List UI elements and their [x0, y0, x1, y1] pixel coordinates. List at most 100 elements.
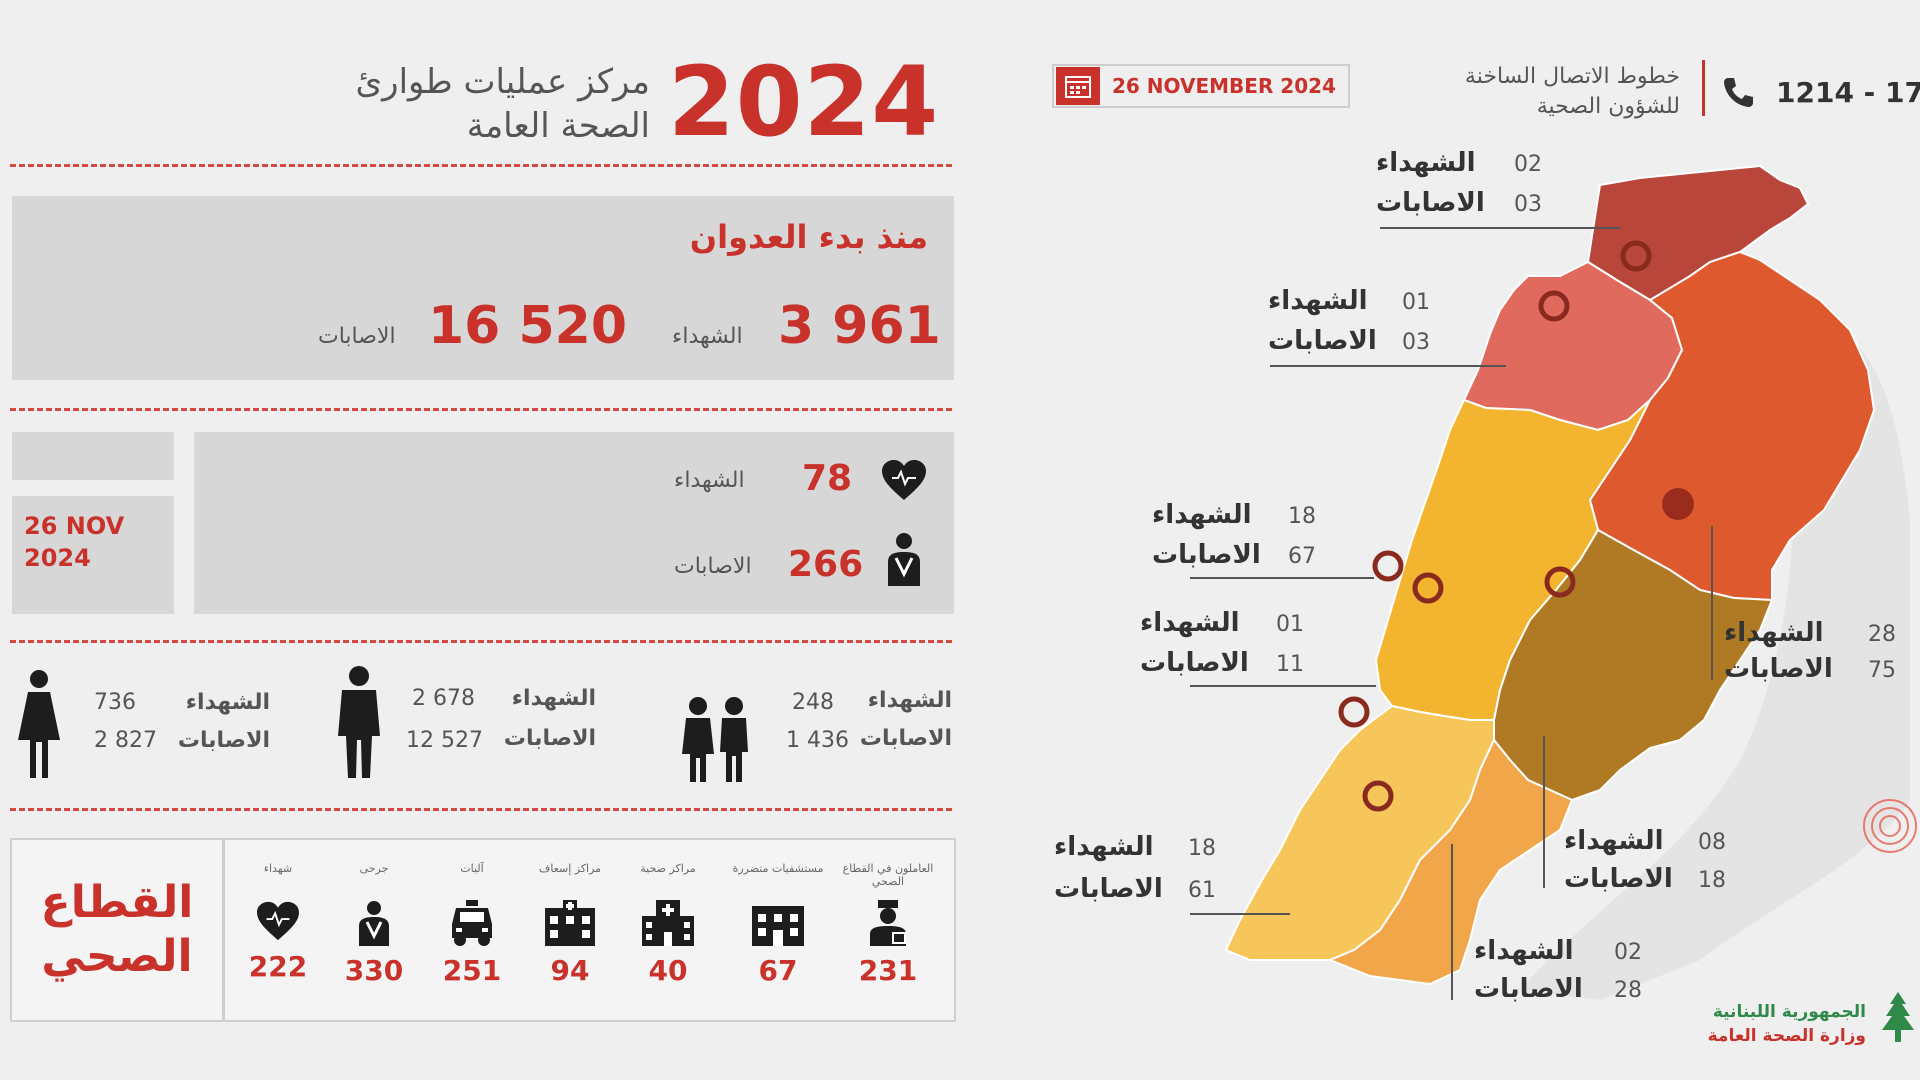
sector-item-caption: مراكز صحية: [640, 862, 696, 875]
divider-2: [10, 408, 952, 411]
north-deaths: 01: [1402, 290, 1430, 315]
today-date: 26 NOV 2024: [24, 510, 124, 574]
north-deaths-label: الشهداء: [1268, 286, 1368, 316]
hotline-label-line2: للشؤون الصحية: [1536, 94, 1680, 119]
ministry-line1: الجمهورية اللبنانية: [1712, 1002, 1866, 1022]
south-injuries: 61: [1188, 878, 1216, 903]
bekaa-deaths: 08: [1698, 830, 1726, 855]
health-center-icon: [642, 900, 694, 946]
divider-3: [10, 640, 952, 643]
beirut-injuries: 11: [1276, 652, 1304, 677]
hotline-label-line1: خطوط الاتصال الساخنة: [1464, 64, 1680, 89]
region-bekaa: [1493, 528, 1774, 802]
ops-center-title-line1: مركز عمليات طوارئ: [355, 62, 650, 102]
south-deaths-label: الشهداء: [1054, 832, 1154, 862]
total-injuries-label: الاصابات: [318, 324, 396, 349]
today-date-top-panel: [12, 432, 174, 480]
men-deaths-value: 2 678: [412, 686, 475, 711]
nabatieh-deaths: 02: [1614, 940, 1642, 965]
sector-item-caption: جرحى: [359, 862, 389, 875]
children-deaths-label: الشهداء: [867, 688, 952, 713]
today-date-line2: 2024: [24, 544, 91, 572]
mount-deaths: 18: [1288, 504, 1316, 529]
marker-mount-1: [1372, 550, 1404, 582]
total-deaths-value: 3 961: [778, 296, 941, 356]
marker-bekaa: [1544, 566, 1576, 598]
target-icon: [1863, 799, 1917, 853]
health-sector-panel: القطاع الصحي العاملون في القطاع الصحي 23…: [10, 838, 956, 1022]
heart-icon: [255, 900, 301, 942]
ops-center-title-line2: الصحة العامة: [466, 106, 650, 146]
marker-north: [1538, 290, 1570, 322]
sector-item-value: 94: [550, 954, 590, 987]
ministry-name: الجمهورية اللبنانية وزارة الصحة العامة: [1640, 1000, 1866, 1048]
baalbek-deaths-label: الشهداء: [1724, 618, 1824, 648]
women-deaths-label: الشهداء: [185, 690, 270, 715]
sector-item-vehicles: آليات 251: [426, 862, 518, 987]
today-date-line1: 26 NOV: [24, 512, 125, 540]
sector-item-value: 330: [344, 954, 404, 987]
baalbek-injuries: 75: [1868, 658, 1896, 683]
hotline-divider: [1702, 60, 1705, 116]
phone-icon: [1720, 74, 1756, 110]
hospital-icon: [752, 900, 804, 946]
sector-item-caption: مراكز إسعاف: [538, 862, 602, 875]
children-injuries-label: الاصابات: [859, 726, 952, 751]
woman-icon: [14, 670, 64, 780]
total-injuries-value: 16 520: [428, 296, 628, 356]
sector-item-caption: العاملون في القطاع الصحي: [842, 862, 934, 888]
injured-person-icon: [356, 900, 392, 946]
marker-baalbek: [1662, 488, 1694, 520]
mount-deaths-label: الشهداء: [1152, 500, 1252, 530]
health-sector-title-line2: الصحي: [41, 931, 193, 982]
lebanon-map: [1190, 164, 1917, 1000]
ambulance-center-icon: [545, 900, 595, 946]
marker-south: [1362, 780, 1394, 812]
akkar-injuries: 03: [1514, 192, 1542, 217]
sector-item-caption: مستشفيات متضررة: [732, 862, 824, 875]
mount-injuries-label: الاصابات: [1152, 540, 1261, 570]
ministry-line2: وزارة الصحة العامة: [1707, 1026, 1866, 1046]
health-worker-icon: [866, 900, 910, 946]
akkar-deaths-label: الشهداء: [1376, 148, 1476, 178]
nabatieh-deaths-label: الشهداء: [1474, 936, 1574, 966]
year-title: 2024: [668, 46, 940, 158]
children-injuries-value: 1 436: [786, 728, 849, 753]
marker-akkar: [1620, 240, 1652, 272]
sector-item-value: 251: [442, 954, 502, 987]
north-injuries-label: الاصابات: [1268, 326, 1377, 356]
heart-icon: [880, 458, 928, 502]
children-deaths-value: 248: [792, 690, 834, 715]
north-injuries: 03: [1402, 330, 1430, 355]
women-injuries-value: 2 827: [94, 728, 157, 753]
mount-injuries: 67: [1288, 544, 1316, 569]
sector-item-ambulance-centers: مراكز إسعاف 94: [524, 862, 616, 987]
today-injuries-label: الاصابات: [674, 554, 752, 579]
sector-item-value: 40: [648, 954, 688, 987]
sector-item-value: 67: [758, 954, 798, 987]
beirut-injuries-label: الاصابات: [1140, 648, 1249, 678]
hotline-numbers[interactable]: 1214 - 178: [1776, 76, 1920, 109]
nabatieh-injuries-label: الاصابات: [1474, 974, 1583, 1004]
bekaa-injuries: 18: [1698, 868, 1726, 893]
bekaa-deaths-label: الشهداء: [1564, 826, 1664, 856]
injured-person-icon: [884, 532, 924, 588]
men-injuries-label: الاصابات: [503, 726, 596, 751]
ops-center-title: مركز عمليات طوارئ الصحة العامة: [310, 60, 650, 148]
calendar-icon: [1056, 67, 1100, 105]
today-injuries-value: 266: [788, 544, 864, 585]
today-date-panel: 26 NOV 2024: [12, 496, 174, 614]
bekaa-injuries-label: الاصابات: [1564, 864, 1673, 894]
akkar-deaths: 02: [1514, 152, 1542, 177]
today-stats-panel: 78 الشهداء 266 الاصابات: [194, 432, 954, 614]
divider-4: [10, 808, 952, 811]
health-sector-title-line1: القطاع: [40, 877, 194, 928]
health-sector-title: القطاع الصحي: [12, 876, 222, 984]
sector-item-deaths: شهداء 222: [232, 862, 324, 983]
sector-item-health-workers: العاملون في القطاع الصحي 231: [842, 862, 934, 987]
ambulance-icon: [450, 900, 494, 946]
marker-beirut: [1338, 696, 1370, 728]
since-aggression-panel: منذ بدء العدوان 3 961 الشهداء 16 520 الا…: [12, 196, 954, 380]
marker-mount-2: [1412, 572, 1444, 604]
beirut-deaths: 01: [1276, 612, 1304, 637]
